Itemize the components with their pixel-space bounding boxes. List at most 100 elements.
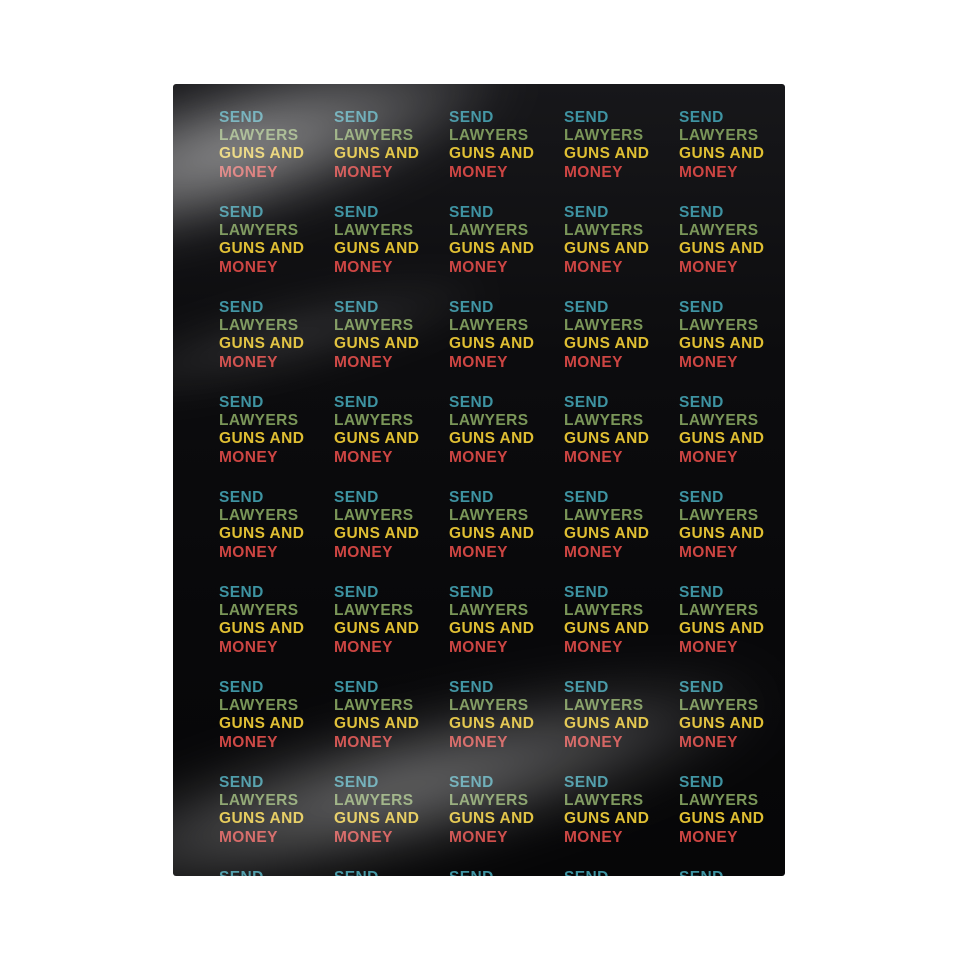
pattern-line-send: SEND bbox=[219, 584, 264, 601]
pattern-line-guns-and: GUNS AND bbox=[334, 715, 420, 733]
pattern-line-lawyers: LAWYERS bbox=[679, 127, 759, 145]
pattern-line-lawyers: LAWYERS bbox=[679, 412, 759, 430]
pattern-line-lawyers: LAWYERS bbox=[449, 317, 529, 335]
pattern-line-lawyers: LAWYERS bbox=[564, 507, 644, 525]
pattern-line-money: MONEY bbox=[334, 543, 393, 561]
pattern-line-money: MONEY bbox=[679, 258, 738, 276]
pattern-line-guns-and: GUNS AND bbox=[449, 810, 535, 828]
pattern-line-send: SEND bbox=[449, 774, 494, 791]
pattern-line-send: SEND bbox=[679, 584, 724, 601]
pattern-line-lawyers: LAWYERS bbox=[564, 697, 644, 715]
pattern-line-lawyers: LAWYERS bbox=[449, 697, 529, 715]
pattern-line-guns-and: GUNS AND bbox=[449, 620, 535, 638]
pattern-line-guns-and: GUNS AND bbox=[679, 715, 765, 733]
pattern-line-guns-and: GUNS AND bbox=[219, 715, 305, 733]
pattern-line-send: SEND bbox=[679, 394, 724, 411]
pattern-line-send: SEND bbox=[334, 679, 379, 696]
pattern-line-send: SEND bbox=[679, 869, 774, 876]
pattern-line-send: SEND bbox=[334, 584, 379, 601]
pattern-line-guns-and: GUNS AND bbox=[564, 810, 650, 828]
pattern-line-money: MONEY bbox=[679, 448, 738, 466]
pattern-line-guns-and: GUNS AND bbox=[679, 240, 765, 258]
pattern-line-lawyers: LAWYERS bbox=[334, 127, 414, 145]
pattern-line-guns-and: GUNS AND bbox=[334, 240, 420, 258]
pattern-line-send: SEND bbox=[219, 489, 264, 506]
pattern-line-guns-and: GUNS AND bbox=[334, 810, 420, 828]
pattern-line-guns-and: GUNS AND bbox=[449, 145, 535, 163]
pattern-line-send: SEND bbox=[564, 204, 609, 221]
pattern-line-money: MONEY bbox=[334, 828, 393, 846]
pattern-line-money: MONEY bbox=[219, 163, 278, 181]
pattern-line-guns-and: GUNS AND bbox=[564, 620, 650, 638]
pattern-line-guns-and: GUNS AND bbox=[449, 335, 535, 353]
pattern-line-lawyers: LAWYERS bbox=[334, 697, 414, 715]
pattern-line-money: MONEY bbox=[564, 163, 623, 181]
pattern-line-guns-and: GUNS AND bbox=[219, 240, 305, 258]
pattern-line-guns-and: GUNS AND bbox=[219, 810, 305, 828]
pattern-line-guns-and: GUNS AND bbox=[334, 430, 420, 448]
pattern-line-lawyers: LAWYERS bbox=[219, 222, 299, 240]
pattern-line-money: MONEY bbox=[564, 543, 623, 561]
pattern-line-money: MONEY bbox=[564, 638, 623, 656]
pattern-line-send: SEND bbox=[449, 679, 494, 696]
pattern-line-send: SEND bbox=[679, 679, 724, 696]
pattern-line-send: SEND bbox=[219, 679, 264, 696]
pattern-line-lawyers: LAWYERS bbox=[564, 412, 644, 430]
pattern-line-lawyers: LAWYERS bbox=[449, 222, 529, 240]
pattern-line-money: MONEY bbox=[679, 638, 738, 656]
pattern-line-money: MONEY bbox=[449, 353, 508, 371]
pattern-line-guns-and: GUNS AND bbox=[334, 145, 420, 163]
pattern-line-money: MONEY bbox=[334, 258, 393, 276]
pattern-line-send: SEND bbox=[219, 204, 264, 221]
pattern-line-money: MONEY bbox=[219, 543, 278, 561]
pattern-line-lawyers: LAWYERS bbox=[334, 222, 414, 240]
pattern-line-guns-and: GUNS AND bbox=[449, 240, 535, 258]
pattern-line-money: MONEY bbox=[219, 733, 278, 751]
pattern-grid: SEND LAWYERS GUNS AND MONEY SEND LAWYERS GUNS … bbox=[173, 84, 785, 876]
pattern-line-guns-and: GUNS AND bbox=[564, 430, 650, 448]
pattern-line-send: SEND bbox=[219, 774, 264, 791]
pattern-line-send: SEND bbox=[334, 109, 379, 126]
pattern-line-money: MONEY bbox=[564, 733, 623, 751]
pattern-line-send: SEND bbox=[564, 869, 659, 876]
pattern-line-send: SEND bbox=[334, 774, 379, 791]
pattern-line-lawyers: LAWYERS bbox=[219, 792, 299, 810]
pattern-line-money: MONEY bbox=[449, 828, 508, 846]
pattern-line-guns-and: GUNS AND bbox=[679, 810, 765, 828]
pattern-line-send: SEND bbox=[219, 869, 314, 876]
pattern-line-lawyers: LAWYERS bbox=[334, 412, 414, 430]
pattern-line-money: MONEY bbox=[564, 448, 623, 466]
pattern-line-lawyers: LAWYERS bbox=[564, 127, 644, 145]
pattern-line-lawyers: LAWYERS bbox=[449, 602, 529, 620]
blanket-preview: SEND LAWYERS GUNS AND MONEY SEND LAWYERS GUNS … bbox=[173, 84, 785, 876]
pattern-line-lawyers: LAWYERS bbox=[679, 507, 759, 525]
pattern-line-send: SEND bbox=[564, 584, 609, 601]
pattern-line-money: MONEY bbox=[219, 638, 278, 656]
pattern-line-money: MONEY bbox=[449, 258, 508, 276]
pattern-line-guns-and: GUNS AND bbox=[679, 335, 765, 353]
pattern-line-send: SEND bbox=[679, 299, 724, 316]
